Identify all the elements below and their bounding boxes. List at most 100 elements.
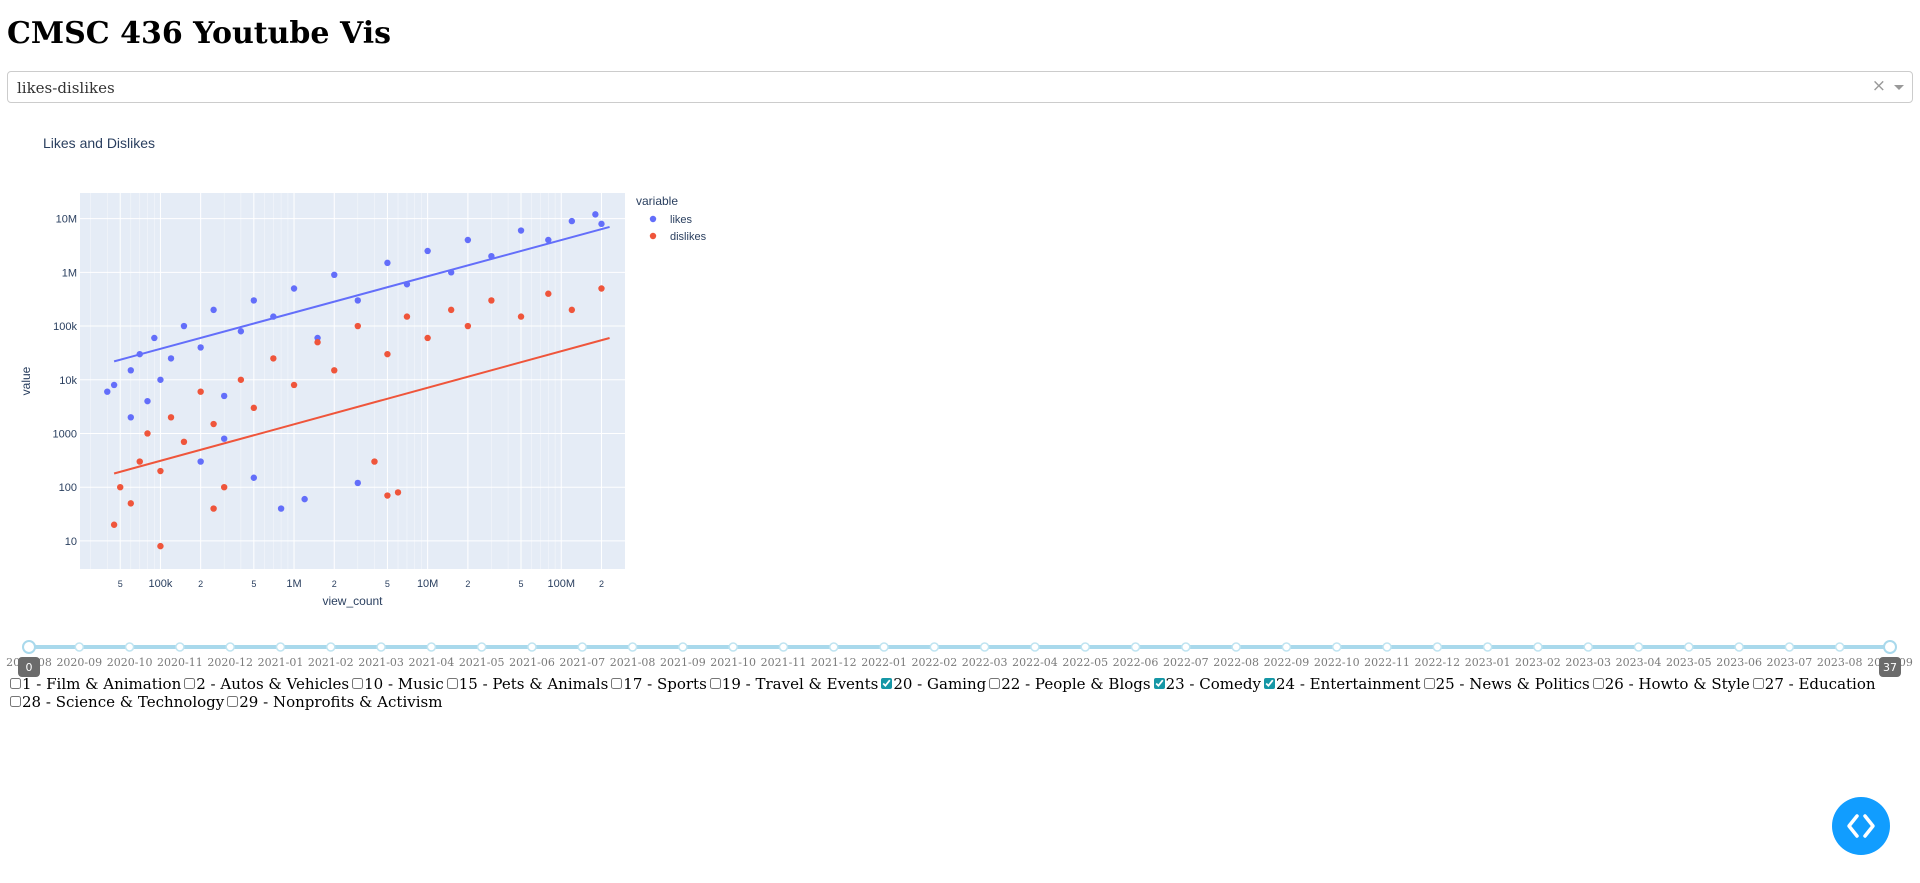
slider-mark-label[interactable]: 2021-03 bbox=[358, 656, 404, 669]
slider-mark-dot[interactable] bbox=[1834, 642, 1845, 652]
legend-marker-likes[interactable] bbox=[649, 215, 657, 223]
slider-mark-dot[interactable] bbox=[577, 642, 588, 652]
category-checkbox[interactable] bbox=[989, 678, 1001, 689]
slider-mark-label[interactable]: 2021-06 bbox=[509, 656, 555, 669]
slider-mark-label[interactable]: 2020-12 bbox=[207, 656, 253, 669]
category-option[interactable]: 29 - Nonprofits & Activism bbox=[227, 693, 442, 711]
slider-mark-label[interactable]: 2021-08 bbox=[610, 656, 656, 669]
slider-mark-label[interactable]: 2023-04 bbox=[1616, 656, 1662, 669]
category-checkbox[interactable] bbox=[1592, 678, 1604, 689]
category-option[interactable]: 10 - Music bbox=[352, 675, 444, 693]
slider-mark-label[interactable]: 2022-02 bbox=[911, 656, 957, 669]
slider-mark-label[interactable]: 2021-07 bbox=[559, 656, 605, 669]
slider-mark-dot[interactable] bbox=[778, 642, 789, 652]
slider-mark-dot[interactable] bbox=[426, 642, 437, 652]
slider-mark-dot[interactable] bbox=[1633, 642, 1644, 652]
slider-mark-label[interactable]: 2023-03 bbox=[1565, 656, 1611, 669]
category-option[interactable]: 22 - People & Blogs bbox=[989, 675, 1151, 693]
category-checkbox[interactable] bbox=[352, 678, 364, 689]
category-option[interactable]: 28 - Science & Technology bbox=[10, 693, 224, 711]
slider-mark-dot[interactable] bbox=[1231, 642, 1241, 652]
slider-mark-dot[interactable] bbox=[929, 642, 940, 652]
slider-mark-dot[interactable] bbox=[376, 642, 386, 652]
slider-mark-label[interactable]: 2021-11 bbox=[761, 656, 807, 669]
category-option[interactable]: 24 - Entertainment bbox=[1263, 675, 1421, 693]
category-option[interactable]: 23 - Comedy bbox=[1153, 675, 1261, 693]
slider-mark-label[interactable]: 2023-06 bbox=[1716, 656, 1762, 669]
slider-mark-dot[interactable] bbox=[1583, 642, 1593, 652]
slider-mark-dot[interactable] bbox=[1281, 642, 1292, 652]
slider-mark-dot[interactable] bbox=[1734, 642, 1744, 652]
category-checkbox[interactable] bbox=[446, 678, 458, 689]
category-checkbox[interactable] bbox=[1263, 678, 1275, 689]
category-checkbox[interactable] bbox=[709, 678, 721, 689]
slider-mark-label[interactable]: 2023-01 bbox=[1465, 656, 1511, 669]
slider-mark-label[interactable]: 2022-10 bbox=[1314, 656, 1360, 669]
slider-mark-dot[interactable] bbox=[476, 642, 487, 652]
slider-mark-label[interactable]: 2023-07 bbox=[1767, 656, 1813, 669]
slider-mark-label[interactable]: 2020-10 bbox=[107, 656, 153, 669]
slider-mark-label[interactable]: 2021-10 bbox=[710, 656, 756, 669]
slider-mark-label[interactable]: 2022-03 bbox=[962, 656, 1008, 669]
slider-mark-dot[interactable] bbox=[1331, 642, 1342, 652]
slider-mark-label[interactable]: 2022-05 bbox=[1062, 656, 1108, 669]
slider-mark-dot[interactable] bbox=[527, 642, 537, 652]
category-option[interactable]: 1 - Film & Animation bbox=[10, 675, 181, 693]
slider-mark-dot[interactable] bbox=[1080, 642, 1090, 652]
chevron-down-icon[interactable] bbox=[1894, 85, 1904, 90]
slider-mark-label[interactable]: 2020-09 bbox=[56, 656, 102, 669]
slider-mark-label[interactable]: 2021-04 bbox=[409, 656, 455, 669]
chart-select-dropdown[interactable]: likes-dislikes × bbox=[7, 71, 1913, 103]
slider-mark-label[interactable]: 2022-01 bbox=[861, 656, 907, 669]
slider-mark-dot[interactable] bbox=[275, 642, 286, 652]
category-option[interactable]: 26 - Howto & Style bbox=[1592, 675, 1750, 693]
slider-mark-label[interactable]: 2023-02 bbox=[1515, 656, 1561, 669]
category-checkbox[interactable] bbox=[184, 678, 196, 689]
slider-mark-dot[interactable] bbox=[326, 642, 336, 652]
slider-mark-dot[interactable] bbox=[1482, 642, 1493, 652]
slider-mark-dot[interactable] bbox=[175, 642, 185, 652]
slider-mark-dot[interactable] bbox=[678, 642, 688, 652]
category-option[interactable]: 15 - Pets & Animals bbox=[446, 675, 608, 693]
slider-handle-end[interactable] bbox=[1883, 640, 1897, 654]
category-option[interactable]: 25 - News & Politics bbox=[1423, 675, 1590, 693]
slider-mark-label[interactable]: 2022-12 bbox=[1414, 656, 1460, 669]
slider-mark-label[interactable]: 2022-04 bbox=[1012, 656, 1058, 669]
slider-mark-dot[interactable] bbox=[225, 642, 235, 652]
category-checkbox[interactable] bbox=[881, 678, 893, 689]
slider-mark-dot[interactable] bbox=[879, 642, 889, 652]
slider-mark-dot[interactable] bbox=[1684, 642, 1694, 652]
category-option[interactable]: 19 - Travel & Events bbox=[709, 675, 878, 693]
legend-item-likes[interactable]: likes bbox=[670, 214, 693, 226]
slider-mark-dot[interactable] bbox=[627, 642, 638, 652]
slider-mark-dot[interactable] bbox=[979, 642, 990, 652]
slider-mark-dot[interactable] bbox=[1382, 642, 1392, 652]
debug-menu-button[interactable] bbox=[1832, 797, 1890, 855]
slider-mark-dot[interactable] bbox=[1130, 642, 1141, 652]
category-option[interactable]: 27 - Education bbox=[1752, 675, 1876, 693]
slider-mark-label[interactable]: 2023-08 bbox=[1817, 656, 1863, 669]
slider-mark-label[interactable]: 2021-12 bbox=[811, 656, 857, 669]
category-checkbox[interactable] bbox=[10, 696, 21, 707]
category-option[interactable]: 17 - Sports bbox=[611, 675, 707, 693]
slider-mark-label[interactable]: 2022-11 bbox=[1364, 656, 1410, 669]
slider-mark-dot[interactable] bbox=[1030, 642, 1040, 652]
category-option[interactable]: 20 - Gaming bbox=[881, 675, 986, 693]
slider-mark-label[interactable]: 2022-09 bbox=[1264, 656, 1310, 669]
slider-mark-label[interactable]: 2021-09 bbox=[660, 656, 706, 669]
slider-mark-dot[interactable] bbox=[124, 642, 135, 652]
slider-mark-label[interactable]: 2023-05 bbox=[1666, 656, 1712, 669]
slider-mark-dot[interactable] bbox=[74, 642, 85, 652]
category-checkbox[interactable] bbox=[227, 696, 239, 707]
slider-mark-label[interactable]: 2022-06 bbox=[1113, 656, 1159, 669]
category-checkbox[interactable] bbox=[611, 678, 623, 689]
slider-mark-label[interactable]: 2020-11 bbox=[157, 656, 203, 669]
slider-mark-dot[interactable] bbox=[728, 642, 738, 652]
slider-mark-dot[interactable] bbox=[1432, 642, 1443, 652]
category-checkbox[interactable] bbox=[1423, 678, 1435, 689]
slider-mark-label[interactable]: 2022-07 bbox=[1163, 656, 1209, 669]
slider-mark-dot[interactable] bbox=[1181, 642, 1191, 652]
category-option[interactable]: 2 - Autos & Vehicles bbox=[184, 675, 349, 693]
legend-item-dislikes[interactable]: dislikes bbox=[670, 231, 707, 243]
slider-mark-label[interactable]: 2021-02 bbox=[308, 656, 354, 669]
